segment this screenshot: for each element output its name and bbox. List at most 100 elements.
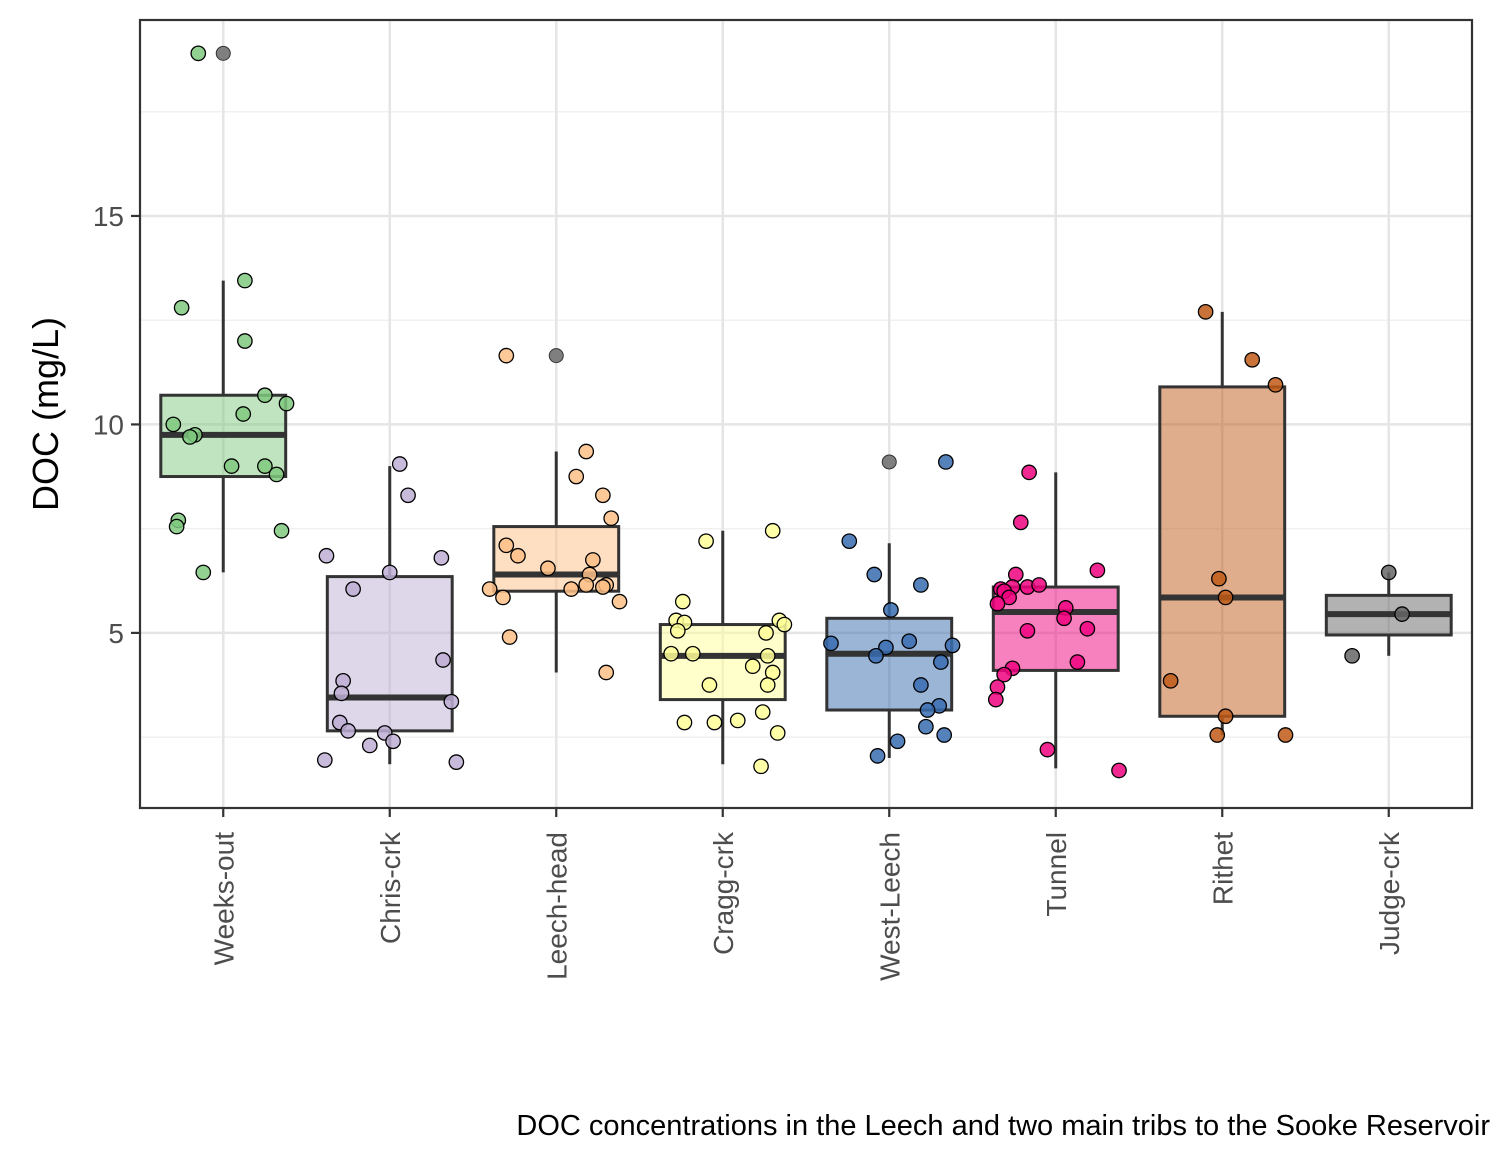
data-point bbox=[510, 547, 526, 564]
points-rithet bbox=[1162, 304, 1294, 743]
data-point bbox=[273, 522, 290, 539]
data-point bbox=[913, 677, 929, 693]
x-tick-label: Rithet bbox=[1207, 832, 1238, 905]
x-tick-label: Leech-head bbox=[541, 832, 572, 980]
data-point bbox=[278, 395, 295, 412]
data-point bbox=[578, 577, 595, 593]
data-point bbox=[753, 758, 769, 775]
data-point bbox=[933, 654, 949, 670]
data-point bbox=[706, 714, 723, 731]
data-point bbox=[1211, 570, 1227, 587]
data-point bbox=[563, 581, 580, 597]
data-point bbox=[568, 468, 585, 485]
data-point bbox=[391, 456, 408, 472]
y-axis-title: DOC (mg/L) bbox=[25, 317, 66, 511]
data-point bbox=[663, 645, 679, 662]
data-point bbox=[841, 533, 858, 550]
x-tick-label: Cragg-crk bbox=[708, 831, 739, 955]
data-point bbox=[1069, 654, 1086, 670]
data-point bbox=[869, 748, 886, 764]
data-point bbox=[1111, 762, 1127, 779]
data-point bbox=[866, 566, 883, 583]
points-chris-crk bbox=[316, 456, 465, 770]
data-point bbox=[684, 645, 701, 662]
data-point bbox=[257, 458, 273, 474]
data-point bbox=[996, 666, 1012, 683]
data-point bbox=[257, 387, 273, 404]
data-point bbox=[944, 637, 961, 654]
data-point bbox=[333, 685, 350, 702]
data-point bbox=[361, 737, 378, 754]
jittered-points bbox=[165, 45, 1410, 779]
data-point bbox=[868, 647, 884, 664]
data-point bbox=[1012, 514, 1029, 531]
data-point bbox=[585, 552, 601, 568]
data-point bbox=[698, 533, 714, 550]
data-point bbox=[823, 635, 839, 652]
points-cragg-crk bbox=[663, 522, 793, 775]
data-point bbox=[919, 702, 936, 718]
points-leech-head bbox=[481, 347, 628, 681]
data-point bbox=[1197, 304, 1214, 320]
data-point bbox=[989, 595, 1006, 612]
axes: 5 10 15 Weeks-out Chris-crk Leech-head Cragg-c… bbox=[93, 201, 1405, 981]
data-point bbox=[1209, 727, 1226, 743]
y-tick-label: 15 bbox=[93, 201, 124, 232]
data-point bbox=[190, 45, 207, 62]
y-tick-label: 10 bbox=[93, 409, 124, 440]
data-point bbox=[759, 647, 776, 664]
data-point bbox=[345, 581, 361, 597]
data-point bbox=[1344, 647, 1360, 664]
data-point bbox=[674, 593, 691, 610]
data-point bbox=[669, 622, 686, 639]
data-point bbox=[498, 347, 515, 364]
data-point bbox=[481, 581, 498, 597]
data-point bbox=[1039, 741, 1056, 758]
data-point bbox=[1031, 577, 1047, 593]
data-point bbox=[340, 723, 356, 739]
data-point bbox=[744, 658, 761, 675]
outlier-point bbox=[548, 348, 564, 364]
data-point bbox=[595, 579, 611, 595]
data-point bbox=[936, 727, 953, 743]
box-tunnel bbox=[991, 472, 1120, 769]
chart-caption: DOC concentrations in the Leech and two … bbox=[516, 1110, 1490, 1142]
data-point bbox=[498, 537, 515, 554]
data-point bbox=[1019, 622, 1036, 639]
data-point bbox=[764, 522, 781, 539]
x-tick-label: West-Leech bbox=[874, 832, 905, 981]
data-point bbox=[223, 458, 240, 474]
outlier-point bbox=[215, 45, 231, 61]
iqr-box bbox=[325, 575, 454, 733]
data-point bbox=[1394, 606, 1410, 622]
data-point bbox=[918, 718, 934, 735]
x-tick-label: Judge-crk bbox=[1374, 831, 1405, 955]
data-point bbox=[495, 589, 511, 606]
data-point bbox=[435, 652, 451, 668]
box-rithet bbox=[1158, 311, 1287, 736]
data-point bbox=[443, 693, 460, 710]
data-point bbox=[759, 677, 776, 693]
data-point bbox=[1056, 610, 1072, 627]
data-point bbox=[598, 664, 615, 681]
data-point bbox=[595, 487, 611, 504]
data-point bbox=[603, 510, 620, 527]
data-point bbox=[168, 518, 185, 535]
data-point bbox=[433, 549, 450, 566]
data-point bbox=[913, 577, 929, 593]
data-point bbox=[385, 733, 401, 750]
data-point bbox=[318, 547, 335, 564]
data-point bbox=[1217, 708, 1234, 725]
data-point bbox=[769, 725, 786, 741]
data-point bbox=[578, 443, 595, 460]
data-point bbox=[938, 454, 954, 470]
data-point bbox=[381, 564, 398, 581]
points-tunnel bbox=[987, 464, 1127, 779]
data-point bbox=[182, 429, 198, 445]
data-point bbox=[883, 602, 899, 618]
data-point bbox=[501, 629, 518, 645]
data-point bbox=[889, 733, 906, 750]
y-tick-label: 5 bbox=[108, 618, 124, 649]
data-point bbox=[1380, 564, 1397, 581]
data-point bbox=[237, 272, 253, 289]
